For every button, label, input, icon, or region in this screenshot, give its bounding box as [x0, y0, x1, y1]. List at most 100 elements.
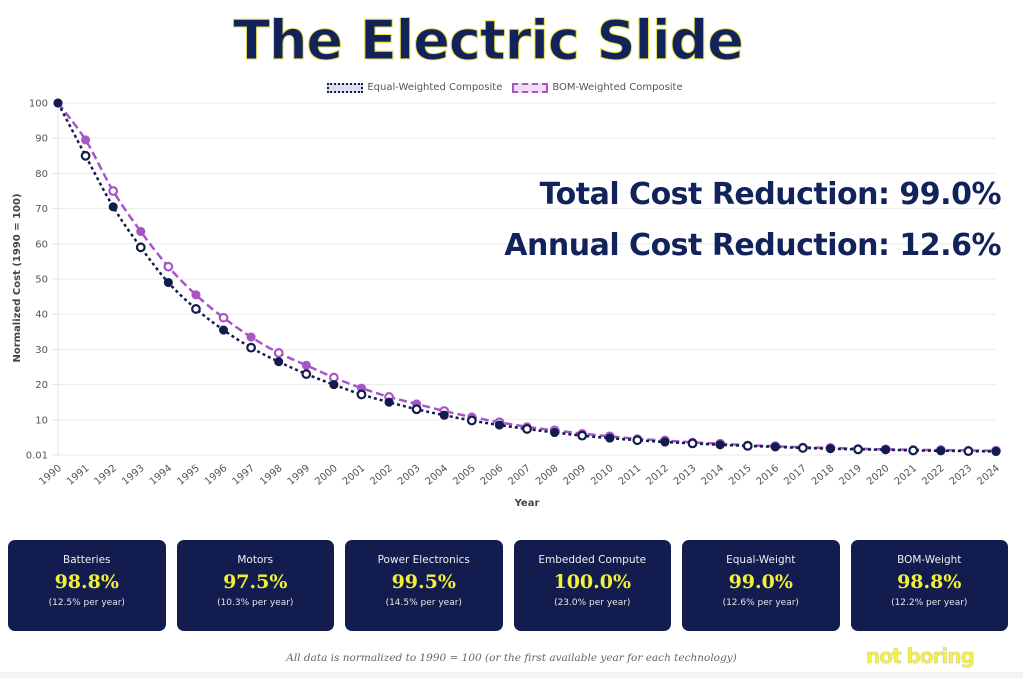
data-point-equal-weighted[interactable]: [466, 415, 477, 426]
data-point-equal-weighted[interactable]: [494, 420, 504, 430]
card-batteries: Batteries 98.8% (12.5% per year): [8, 540, 166, 631]
y-tick-label: 100: [29, 99, 48, 110]
x-tick-label: 2012: [644, 463, 671, 488]
data-point-equal-weighted[interactable]: [329, 380, 339, 390]
data-point-equal-weighted[interactable]: [881, 445, 891, 455]
data-point-equal-weighted[interactable]: [301, 369, 312, 379]
x-axis-ticks: 1990 1991 1992 1993 1994 1995 1996 1997 1998 1999…: [37, 463, 1002, 488]
data-point-bom-weighted[interactable]: [218, 312, 229, 323]
data-point-equal-weighted[interactable]: [632, 435, 643, 446]
legend-item-equal-weighted[interactable]: Equal-Weighted Composite: [327, 82, 502, 93]
x-tick-label: 1998: [258, 463, 285, 488]
annual-cost-reduction: Annual Cost Reduction: 12.6%: [504, 228, 1001, 263]
card-label: Power Electronics: [377, 554, 470, 566]
data-point-equal-weighted[interactable]: [411, 404, 422, 415]
data-point-equal-weighted[interactable]: [742, 440, 753, 451]
card-label: Embedded Compute: [538, 554, 647, 566]
data-point-equal-weighted[interactable]: [384, 397, 394, 407]
x-tick-label: 2006: [479, 463, 506, 488]
data-point-equal-weighted[interactable]: [163, 277, 173, 288]
data-point-equal-weighted[interactable]: [191, 304, 201, 314]
x-tick-label: 2002: [368, 463, 395, 488]
series-group: [53, 98, 1001, 457]
data-point-bom-weighted[interactable]: [301, 360, 311, 370]
x-tick-label: 2005: [451, 463, 478, 488]
x-tick-label: 1990: [37, 463, 64, 488]
data-point-equal-weighted[interactable]: [218, 325, 229, 335]
card-annual-rate: (12.2% per year): [891, 598, 968, 608]
data-point-equal-weighted[interactable]: [80, 150, 91, 161]
x-tick-label: 2007: [506, 463, 533, 488]
data-point-equal-weighted[interactable]: [53, 98, 63, 108]
summary-cards: Batteries 98.8% (12.5% per year) Motors …: [8, 540, 1008, 631]
series-line-equal-weighted: [56, 102, 997, 453]
data-point-equal-weighted[interactable]: [825, 444, 836, 454]
data-point-equal-weighted[interactable]: [853, 444, 863, 455]
data-point-equal-weighted[interactable]: [687, 438, 698, 449]
data-point-equal-weighted[interactable]: [991, 446, 1001, 457]
data-point-bom-weighted[interactable]: [108, 186, 119, 196]
card-value: 99.5%: [391, 571, 456, 593]
data-point-equal-weighted[interactable]: [439, 410, 449, 420]
legend-label-bom-weighted: BOM-Weighted Composite: [552, 82, 683, 93]
card-annual-rate: (12.6% per year): [722, 598, 799, 608]
data-point-equal-weighted[interactable]: [274, 357, 284, 367]
x-tick-label: 1992: [93, 463, 120, 488]
card-label: BOM-Weight: [897, 554, 962, 566]
data-point-equal-weighted[interactable]: [908, 445, 919, 456]
y-tick-label: 50: [35, 275, 48, 286]
card-embedded-compute: Embedded Compute 100.0% (23.0% per year): [513, 540, 671, 631]
data-point-equal-weighted[interactable]: [605, 433, 615, 443]
data-point-equal-weighted[interactable]: [246, 342, 257, 353]
x-tick-label: 1995: [175, 463, 202, 488]
y-axis-title: Normalized Cost (1990 = 100): [12, 193, 23, 362]
x-tick-label: 1991: [65, 463, 92, 488]
data-point-equal-weighted[interactable]: [963, 446, 974, 457]
x-tick-label: 2021: [893, 463, 920, 488]
x-tick-label: 2014: [699, 463, 726, 488]
x-tick-label: 2016: [755, 463, 782, 488]
data-point-equal-weighted[interactable]: [770, 442, 780, 452]
data-point-bom-weighted[interactable]: [246, 332, 256, 342]
data-point-bom-weighted[interactable]: [273, 348, 284, 358]
data-point-equal-weighted[interactable]: [936, 446, 946, 456]
brand-logo: not boring: [866, 644, 975, 669]
card-equal-weight: Equal-Weight 99.0% (12.6% per year): [682, 540, 840, 631]
x-axis-title: Year: [514, 498, 540, 509]
data-point-equal-weighted[interactable]: [797, 443, 808, 453]
chart-legend: Equal-Weighted Composite BOM-Weighted Co…: [0, 82, 1010, 93]
x-tick-label: 2009: [562, 463, 589, 488]
y-tick-label: 90: [35, 134, 48, 145]
card-label: Equal-Weight: [726, 554, 796, 566]
data-point-equal-weighted[interactable]: [522, 424, 532, 434]
data-point-equal-weighted[interactable]: [135, 242, 146, 253]
data-point-equal-weighted[interactable]: [356, 389, 367, 400]
data-point-equal-weighted[interactable]: [577, 430, 588, 441]
legend-item-bom-weighted[interactable]: BOM-Weighted Composite: [512, 82, 683, 93]
x-tick-label: 2004: [424, 463, 451, 488]
data-point-equal-weighted[interactable]: [108, 202, 118, 212]
data-point-equal-weighted[interactable]: [660, 437, 670, 447]
x-tick-label: 2020: [865, 463, 892, 488]
data-point-bom-weighted[interactable]: [191, 290, 201, 300]
data-point-bom-weighted[interactable]: [163, 261, 174, 272]
x-tick-label: 1996: [203, 463, 230, 488]
data-point-equal-weighted[interactable]: [715, 440, 725, 450]
card-power-electronics: Power Electronics 99.5% (14.5% per year): [345, 540, 503, 631]
data-point-equal-weighted[interactable]: [550, 427, 560, 438]
data-point-bom-weighted[interactable]: [136, 226, 146, 237]
y-tick-label: 40: [35, 310, 48, 321]
y-tick-label: 70: [35, 204, 48, 215]
x-tick-label: 2011: [617, 463, 644, 488]
card-value: 97.5%: [223, 571, 288, 593]
x-tick-label: 2017: [782, 463, 809, 488]
card-label: Motors: [237, 554, 274, 566]
card-label: Batteries: [63, 554, 111, 566]
card-annual-rate: (14.5% per year): [385, 598, 462, 608]
card-value: 98.8%: [54, 571, 119, 593]
card-motors: Motors 97.5% (10.3% per year): [176, 540, 334, 631]
y-axis-ticks: 0.01 10 20 30 40 50 60 70 80 90 100: [26, 99, 58, 462]
data-point-bom-weighted[interactable]: [81, 135, 91, 145]
x-tick-label: 2015: [727, 463, 754, 488]
